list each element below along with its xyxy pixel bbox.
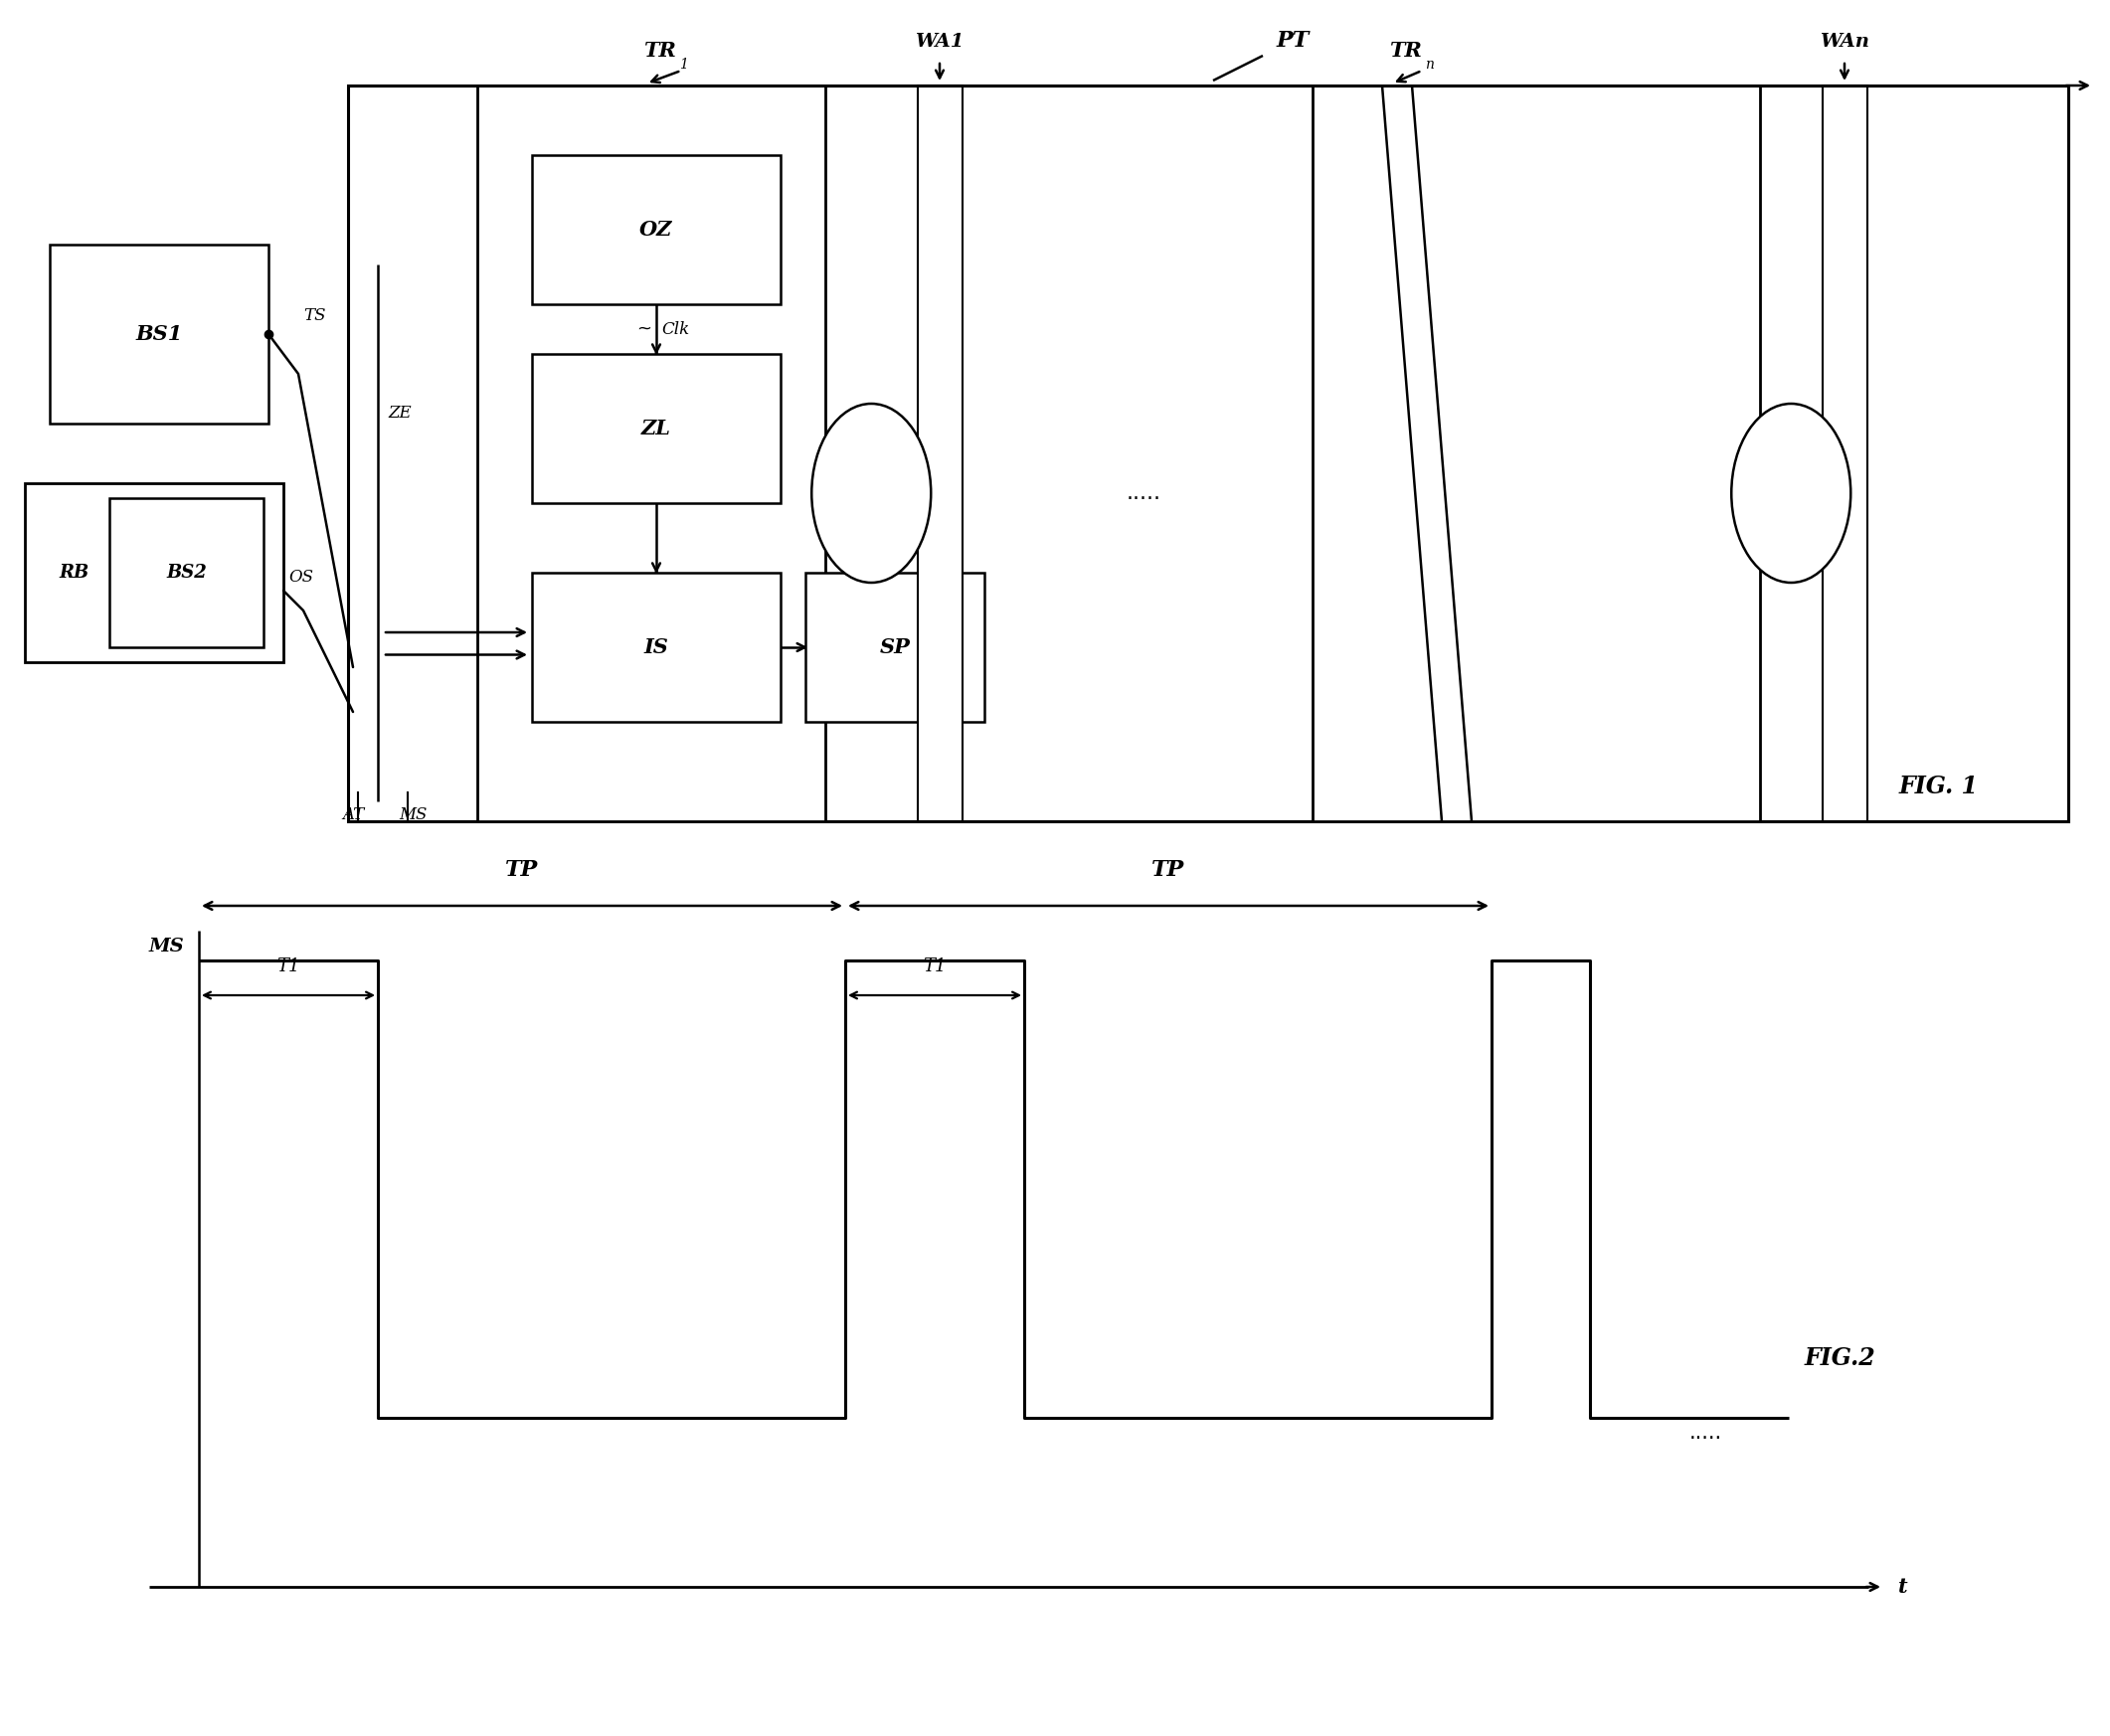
Ellipse shape — [1732, 404, 1850, 583]
Text: MS: MS — [148, 937, 184, 955]
Text: ZL: ZL — [641, 418, 671, 439]
Bar — [532, 354, 781, 503]
Text: TP: TP — [1152, 859, 1186, 880]
Text: OS: OS — [289, 569, 312, 585]
Text: MS: MS — [399, 806, 426, 823]
Bar — [51, 245, 268, 424]
Text: TP: TP — [506, 859, 538, 880]
Bar — [532, 573, 781, 722]
Bar — [806, 573, 985, 722]
Text: PT: PT — [1277, 30, 1308, 52]
Text: Clk: Clk — [660, 321, 690, 337]
Text: BS1: BS1 — [135, 325, 184, 344]
Bar — [1312, 85, 1760, 821]
Text: WAn: WAn — [1819, 33, 1869, 50]
Text: FIG. 1: FIG. 1 — [1899, 774, 1979, 799]
Bar — [918, 85, 962, 821]
Text: t: t — [1899, 1576, 1907, 1597]
Text: IS: IS — [644, 637, 669, 658]
Text: ~: ~ — [637, 319, 652, 339]
Text: OZ: OZ — [639, 220, 673, 240]
Bar — [1823, 85, 1867, 821]
Text: n: n — [1424, 57, 1433, 71]
Bar — [532, 155, 781, 304]
Text: BS2: BS2 — [167, 564, 207, 582]
Text: .....: ..... — [1690, 1424, 1722, 1443]
Text: WA1: WA1 — [916, 33, 964, 50]
Text: FIG.2: FIG.2 — [1804, 1345, 1876, 1370]
Bar — [25, 483, 283, 661]
Text: TR: TR — [1388, 40, 1422, 61]
Text: TR: TR — [644, 40, 675, 61]
Text: AT: AT — [342, 806, 365, 823]
Bar — [110, 498, 264, 648]
Bar — [348, 85, 2068, 821]
Text: T1: T1 — [922, 958, 947, 976]
Bar — [477, 85, 825, 821]
Text: SP: SP — [880, 637, 909, 658]
Text: ZE: ZE — [388, 404, 411, 422]
Text: TS: TS — [304, 307, 325, 325]
Text: RB: RB — [59, 564, 89, 582]
Text: T1: T1 — [276, 958, 300, 976]
Ellipse shape — [812, 404, 931, 583]
Text: 1: 1 — [679, 57, 688, 71]
Text: .....: ..... — [1127, 483, 1161, 503]
